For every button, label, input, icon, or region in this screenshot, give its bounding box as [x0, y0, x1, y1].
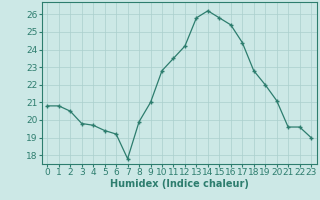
X-axis label: Humidex (Indice chaleur): Humidex (Indice chaleur) [110, 179, 249, 189]
